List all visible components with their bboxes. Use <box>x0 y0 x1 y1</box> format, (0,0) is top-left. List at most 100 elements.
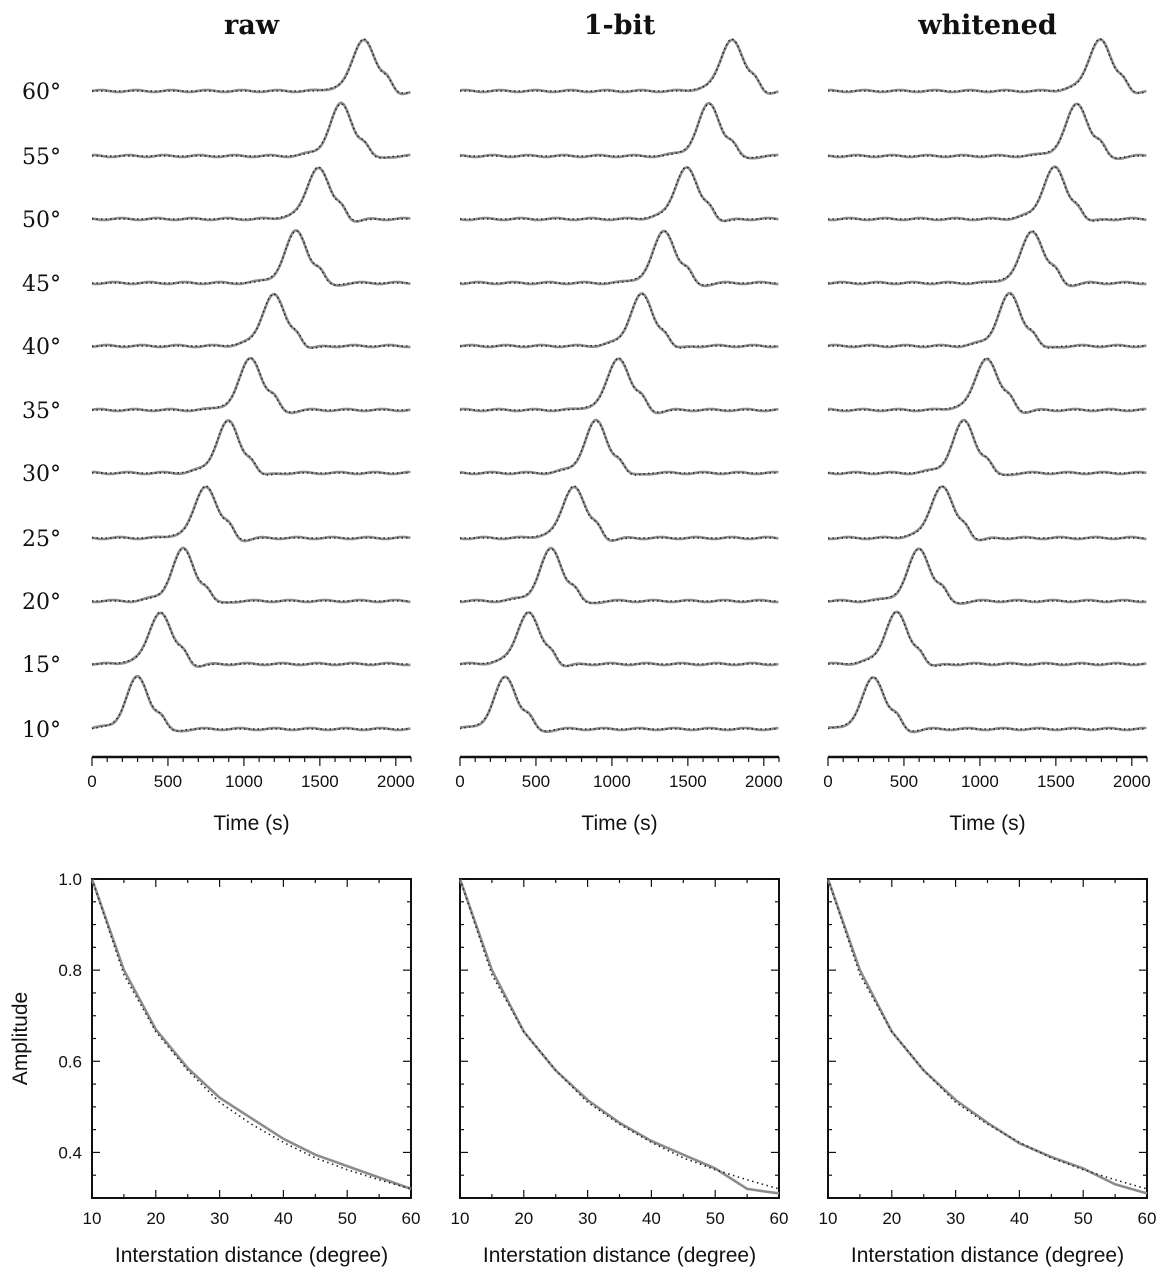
waveform-trace-dotted <box>828 611 1147 667</box>
distance-tick-label: 50 <box>338 1209 357 1228</box>
waveform-trace-dotted <box>92 230 411 286</box>
amplitude-tick-label: 0.8 <box>58 961 82 980</box>
distance-tick-label: 40 <box>642 1209 661 1228</box>
distance-tick-label: 10 <box>451 1209 470 1228</box>
waveform-trace-dotted <box>459 676 779 732</box>
waveform-trace-dotted <box>92 166 411 222</box>
waveform-trace-solid <box>827 102 1147 161</box>
distance-axis-label: Interstation distance (degree) <box>851 1244 1124 1267</box>
distance-tick-label: 30 <box>946 1209 965 1228</box>
waveform-trace-solid <box>828 676 1147 734</box>
distance-axis-label: Interstation distance (degree) <box>115 1244 388 1267</box>
waveform-trace-dotted <box>828 230 1147 286</box>
waveform-trace-solid <box>827 165 1147 222</box>
distance-tick-label: 30 <box>578 1209 597 1228</box>
waveform-trace-solid <box>91 292 411 349</box>
distance-label: 30° <box>22 462 61 487</box>
distance-axis-label: Interstation distance (degree) <box>483 1244 756 1267</box>
waveform-trace-dotted <box>92 611 411 667</box>
distance-tick-label: 20 <box>882 1209 901 1228</box>
waveform-trace-dotted <box>460 293 779 349</box>
waveform-trace-solid <box>91 356 411 415</box>
waveform-trace-dotted <box>92 548 411 604</box>
waveform-trace-solid <box>827 291 1147 349</box>
distance-tick-label: 50 <box>706 1209 725 1228</box>
waveform-trace-dotted <box>827 676 1147 732</box>
waveform-trace-dotted <box>828 38 1147 94</box>
amplitude-series-dotted <box>91 878 412 1190</box>
waveform-trace-solid <box>459 675 779 733</box>
waveform-trace-dotted <box>92 103 411 159</box>
distance-tick-label: 30 <box>210 1209 229 1228</box>
amplitude-tick-label: 0.6 <box>58 1052 82 1071</box>
waveform-trace-solid <box>460 229 779 288</box>
distance-label: 10° <box>22 718 61 743</box>
waveform-panel-2: whitened 0 500 1000 1500 2000 Time (s) <box>823 10 1150 835</box>
amplitude-axis-label: Amplitude <box>9 992 32 1085</box>
waveform-trace-solid <box>91 485 411 543</box>
waveform-trace-dotted <box>92 38 411 94</box>
time-tick-label: 0 <box>823 772 832 791</box>
time-tick-label: 1500 <box>1037 772 1075 791</box>
time-tick-label: 500 <box>890 772 918 791</box>
waveform-trace-dotted <box>460 420 779 476</box>
waveform-trace-dotted <box>92 293 411 349</box>
waveform-trace-solid <box>827 485 1147 542</box>
waveform-trace-solid <box>459 357 779 415</box>
amplitude-panel-1: 10 20 30 40 50 60 Interstation distance (degre… <box>451 878 789 1267</box>
distance-tick-label: 60 <box>770 1209 789 1228</box>
amplitude-panel-0: 10 20 30 40 50 60 0.4 0.6 0.8 1.0 Amplitude Interst… <box>9 870 420 1267</box>
time-tick-label: 500 <box>154 772 182 791</box>
time-tick-label: 0 <box>455 772 464 791</box>
time-tick-label: 1500 <box>669 772 707 791</box>
waveform-trace-dotted <box>828 166 1147 222</box>
distance-tick-label: 10 <box>83 1209 102 1228</box>
waveform-trace-solid <box>91 229 411 287</box>
amplitude-series-dotted <box>459 878 780 1190</box>
waveform-trace-solid <box>459 101 779 160</box>
amplitude-tick-label: 1.0 <box>58 870 82 889</box>
waveform-trace-dotted <box>460 103 779 159</box>
time-tick-label: 1000 <box>593 772 631 791</box>
plot-frame <box>91 878 412 1199</box>
waveform-trace-dotted <box>828 420 1147 476</box>
waveform-trace-solid <box>92 419 411 476</box>
amplitude-panel-2: 10 20 30 40 50 60 Interstation distance (degre… <box>819 878 1157 1267</box>
distance-label: 35° <box>22 399 61 424</box>
waveform-trace-dotted <box>460 230 779 286</box>
waveform-trace-dotted <box>460 38 779 94</box>
waveform-trace-solid <box>460 546 779 605</box>
waveform-trace-solid <box>827 610 1147 667</box>
waveform-trace-dotted <box>460 548 779 604</box>
panel-title: raw <box>224 10 280 41</box>
waveform-trace-solid <box>828 357 1147 415</box>
amplitude-series-dotted <box>827 878 1148 1190</box>
distance-tick-label: 40 <box>1010 1209 1029 1228</box>
distance-tick-label: 40 <box>274 1209 293 1228</box>
distance-label: 55° <box>22 145 61 170</box>
waveform-trace-dotted <box>460 166 779 222</box>
waveform-panel-1: 1-bit 0 500 1000 1500 2000 Time (s) <box>455 10 782 835</box>
waveform-trace-solid <box>827 230 1147 288</box>
time-axis-label: Time (s) <box>949 812 1025 835</box>
waveform-trace-solid <box>459 166 779 223</box>
distance-tick-label: 10 <box>819 1209 838 1228</box>
waveform-trace-dotted <box>828 293 1147 349</box>
waveform-trace-solid <box>459 292 779 349</box>
distance-tick-label: 50 <box>1074 1209 1093 1228</box>
time-axis-label: Time (s) <box>581 812 657 835</box>
amplitude-series-solid <box>90 878 412 1191</box>
amplitude-tick-label: 0.4 <box>58 1143 82 1162</box>
panel-title: whitened <box>917 10 1057 41</box>
waveform-trace-solid <box>91 166 411 223</box>
waveform-trace-solid <box>828 38 1147 95</box>
waveform-trace-dotted <box>91 676 411 732</box>
waveform-trace-dotted <box>92 357 411 413</box>
distance-tick-label: 60 <box>1138 1209 1157 1228</box>
distance-tick-label: 60 <box>402 1209 421 1228</box>
waveform-trace-dotted <box>460 485 779 541</box>
time-tick-label: 0 <box>87 772 96 791</box>
time-tick-label: 1000 <box>225 772 263 791</box>
distance-label: 20° <box>22 590 61 615</box>
